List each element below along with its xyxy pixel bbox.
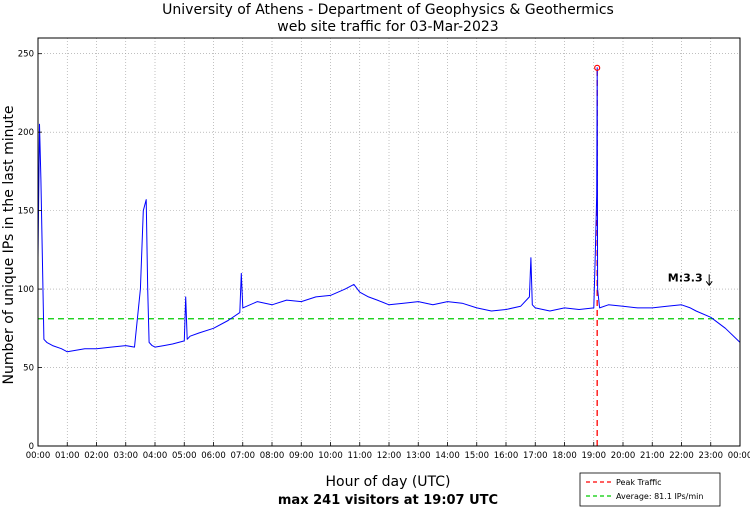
x-tick-label: 10:00	[318, 451, 343, 461]
x-tick-label: 17:00	[523, 451, 548, 461]
annotations: M:3.3	[594, 64, 713, 287]
y-tick-label: 100	[18, 285, 34, 295]
x-tick-label: 09:00	[289, 451, 314, 461]
x-tick-label: 14:00	[435, 451, 460, 461]
y-tick-label: 200	[18, 128, 34, 138]
x-tick-label: 04:00	[143, 451, 168, 461]
x-tick-label: 08:00	[260, 451, 285, 461]
series-layer	[37, 67, 741, 353]
x-tick-label: 03:00	[114, 451, 139, 461]
x-tick-label: 18:00	[552, 451, 577, 461]
x-tick-label: 06:00	[201, 451, 226, 461]
x-tick-label: 23:00	[699, 451, 724, 461]
legend-box	[579, 472, 721, 507]
x-tick-label: 05:00	[172, 451, 197, 461]
series-line-traffic	[37, 67, 741, 353]
peak-marker	[594, 64, 601, 71]
annotation-label: M:3.3	[668, 271, 703, 284]
x-tick-label: 11:00	[348, 451, 373, 461]
chart-subtitle: web site traffic for 03-Mar-2023	[277, 19, 498, 35]
x-tick-label: 15:00	[465, 451, 490, 461]
y-tick-label: 50	[23, 364, 34, 374]
y-tick-label: 250	[18, 50, 34, 60]
x-tick-label: 07:00	[231, 451, 256, 461]
x-tick-label: 00:00	[26, 451, 51, 461]
x-tick-label: 12:00	[377, 451, 402, 461]
x-tick-label: 16:00	[494, 451, 519, 461]
x-tick-label: 21:00	[640, 451, 665, 461]
legend-peak-label: Peak Traffic	[616, 478, 662, 487]
x-tick-label: 01:00	[55, 451, 80, 461]
x-tick-label: 19:00	[582, 451, 607, 461]
annotation-arrow-head	[705, 281, 713, 287]
y-axis-label: Number of unique IPs in the last minute	[1, 106, 17, 385]
axis-ticks: 00:00 01:00 02:00 03:00 04:00 05:00 06:00 07:00…	[18, 50, 750, 461]
x-tick-label: 00:00	[728, 451, 750, 461]
chart-title: University of Athens - Department of Geo…	[162, 2, 614, 18]
x-tick-label: 13:00	[406, 451, 431, 461]
y-tick-label: 150	[18, 207, 34, 217]
legend-average-label: Average: 81.1 IPs/min	[616, 492, 703, 501]
legend: Peak Traffic Average: 81.1 IPs/min	[579, 472, 721, 507]
y-tick-label: 0	[29, 442, 34, 452]
x-tick-label: 22:00	[669, 451, 694, 461]
peak-summary: max 241 visitors at 19:07 UTC	[278, 493, 498, 508]
x-tick-label: 20:00	[611, 451, 636, 461]
x-axis-label: Hour of day (UTC)	[326, 474, 451, 490]
grid	[38, 38, 740, 446]
x-tick-label: 02:00	[84, 451, 109, 461]
